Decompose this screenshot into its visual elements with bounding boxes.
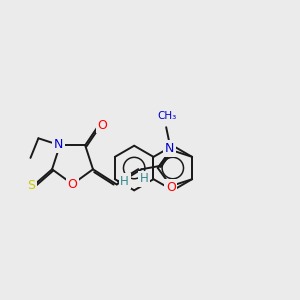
Text: CH₃: CH₃ [158,111,177,121]
Text: H: H [140,172,148,185]
Text: H: H [120,175,129,188]
Text: O: O [97,118,107,131]
Text: O: O [166,181,176,194]
Text: O: O [68,178,77,190]
Text: N: N [165,142,174,155]
Text: N: N [54,138,63,151]
Text: S: S [27,178,35,192]
